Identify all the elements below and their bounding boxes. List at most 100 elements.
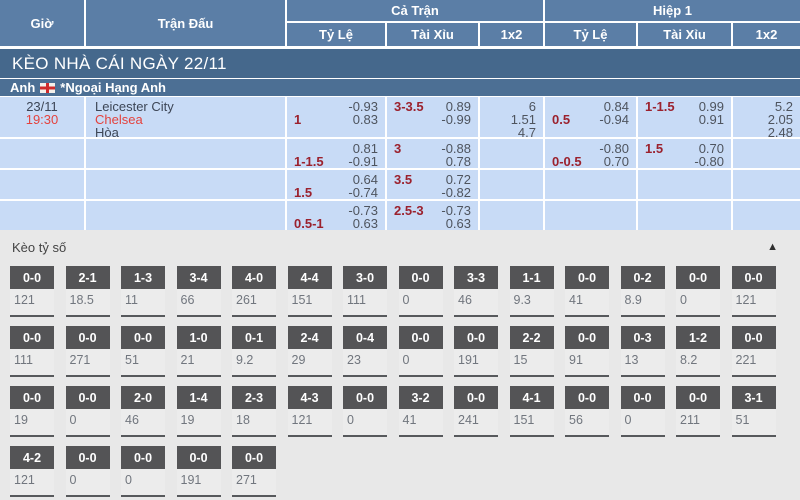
odds-value[interactable]: 0.83 — [352, 112, 378, 127]
score-odds-cell[interactable]: 0-0 111 — [10, 326, 54, 377]
odds-value[interactable]: 2.48 — [767, 125, 793, 137]
match-time-cell: 23/11 19:30 — [0, 97, 84, 137]
ft-handicap-cell[interactable]: 1 -0.93 0.83 — [287, 97, 385, 137]
ft-overunder-cell[interactable]: 3.5 0.72 -0.82 — [387, 170, 478, 199]
score-odds-cell[interactable]: 0-1 9.2 — [232, 326, 276, 377]
odds-value[interactable]: -0.93 — [348, 99, 378, 114]
h1-overunder-cell[interactable]: 1.5 0.70 -0.80 — [638, 139, 731, 168]
draw-label: Hòa — [95, 125, 119, 137]
score-odds-cell[interactable]: 3-3 46 — [454, 266, 498, 317]
score-odds-cell[interactable]: 0-0 0 — [398, 326, 443, 377]
odds-value[interactable]: 0.63 — [445, 216, 471, 230]
score-odds-cell[interactable]: 1-4 19 — [176, 386, 221, 437]
ft-handicap-cell[interactable]: 1-1.5 0.81 -0.91 — [287, 139, 385, 168]
ft-overunder-cell[interactable]: 3-3.5 0.89 -0.99 — [387, 97, 478, 137]
league-bar[interactable]: Anh *Ngoại Hạng Anh — [0, 79, 800, 96]
ft-1x2-cell[interactable]: 6 1.51 4.7 — [480, 97, 543, 137]
ft-overunder-cell[interactable]: 2.5-3 -0.73 0.63 — [387, 201, 478, 230]
collapse-arrow-icon[interactable]: ▲ — [767, 240, 778, 253]
odds-value[interactable]: 0.63 — [352, 216, 378, 230]
score-odds-cell[interactable]: 0-3 13 — [620, 326, 665, 377]
h1-1x2-cell[interactable]: 5.2 2.05 2.48 — [733, 97, 800, 137]
score-odds-cell[interactable]: 0-0 191 — [454, 326, 498, 377]
odds-value[interactable]: 5.2 — [774, 99, 793, 114]
h1-overunder-cell[interactable]: 1-1.5 0.99 0.91 — [638, 97, 731, 137]
odds-value[interactable]: -0.80 — [599, 141, 629, 156]
odds-value[interactable]: -0.80 — [694, 154, 724, 168]
score-odds-cell[interactable]: 0-4 23 — [343, 326, 387, 377]
score-odds-cell[interactable]: 3-2 41 — [398, 386, 443, 437]
score-odds-cell[interactable]: 4-3 121 — [287, 386, 332, 437]
odds-value[interactable]: 0.84 — [603, 99, 629, 114]
score-odds-cell[interactable]: 2-0 46 — [121, 386, 165, 437]
handicap-value: 0-0.5 — [552, 154, 582, 168]
score-odds-cell[interactable]: 3-1 51 — [731, 386, 776, 437]
score-odds-cell[interactable]: 0-0 191 — [176, 446, 221, 497]
h1-handicap-cell[interactable]: 0-0.5 -0.80 0.70 — [545, 139, 636, 168]
odds-value[interactable]: -0.74 — [348, 185, 378, 199]
score-odds-cell[interactable]: 2-4 29 — [287, 326, 332, 377]
ft-overunder-cell[interactable]: 3 -0.88 0.78 — [387, 139, 478, 168]
score-label: 3-4 — [176, 266, 221, 289]
odds-value[interactable]: 0.70 — [603, 154, 629, 168]
score-odds-cell[interactable]: 0-0 271 — [232, 446, 276, 497]
score-odds-cell[interactable]: 0-0 19 — [10, 386, 54, 437]
score-odds-cell[interactable]: 0-0 241 — [454, 386, 498, 437]
ft-handicap-cell[interactable]: 1.5 0.64 -0.74 — [287, 170, 385, 199]
score-label: 0-0 — [343, 386, 387, 409]
odds-value[interactable]: -0.99 — [441, 112, 471, 127]
score-odds-cell[interactable]: 1-2 8.2 — [676, 326, 720, 377]
odds-value[interactable]: 2.05 — [767, 112, 793, 127]
odds-value[interactable]: 0.78 — [445, 154, 471, 168]
score-odds-cell[interactable]: 4-4 151 — [287, 266, 332, 317]
score-odds-cell[interactable]: 0-0 0 — [121, 446, 165, 497]
score-odds-cell[interactable]: 4-2 121 — [10, 446, 54, 497]
odds-value[interactable]: 0.89 — [445, 99, 471, 114]
odds-value[interactable]: 0.99 — [698, 99, 724, 114]
odds-value[interactable]: -0.91 — [348, 154, 378, 168]
ft-handicap-cell[interactable]: 0.5-1 -0.73 0.63 — [287, 201, 385, 230]
score-odds-cell[interactable]: 0-0 0 — [65, 446, 110, 497]
odds-value[interactable]: 0.64 — [352, 172, 378, 187]
score-odds-cell[interactable]: 2-1 18.5 — [65, 266, 110, 317]
odds-value[interactable]: -0.82 — [441, 185, 471, 199]
odds-value[interactable]: -0.73 — [441, 203, 471, 218]
score-odds-cell[interactable]: 1-1 9.3 — [509, 266, 554, 317]
score-odds-cell[interactable]: 0-0 271 — [65, 326, 110, 377]
score-odds-cell[interactable]: 3-0 111 — [343, 266, 387, 317]
score-odds-cell[interactable]: 0-0 211 — [676, 386, 720, 437]
odds-value[interactable]: 4.7 — [517, 125, 536, 137]
score-odds-cell[interactable]: 0-0 0 — [676, 266, 720, 317]
score-odds-cell[interactable]: 1-0 21 — [176, 326, 221, 377]
h1-handicap-cell[interactable]: 0.5 0.84 -0.94 — [545, 97, 636, 137]
score-odds-cell[interactable]: 3-4 66 — [176, 266, 221, 317]
odds-value[interactable]: -0.88 — [441, 141, 471, 156]
score-odds-cell[interactable]: 4-1 151 — [509, 386, 554, 437]
score-odds-cell[interactable]: 2-3 18 — [232, 386, 276, 437]
odds-value[interactable]: -0.94 — [599, 112, 629, 127]
odds-value[interactable]: 0.81 — [352, 141, 378, 156]
h1-1x2-cell — [733, 201, 800, 230]
score-odds-cell[interactable]: 4-0 261 — [232, 266, 276, 317]
score-odds-cell[interactable]: 0-0 0 — [398, 266, 443, 317]
score-odds-cell[interactable]: 0-0 221 — [731, 326, 776, 377]
score-odds-cell[interactable]: 0-0 121 — [10, 266, 54, 317]
score-odds-cell[interactable]: 0-0 0 — [620, 386, 665, 437]
score-odds-cell[interactable]: 1-3 11 — [121, 266, 165, 317]
score-odds-cell[interactable]: 0-0 121 — [731, 266, 776, 317]
score-odds-cell[interactable]: 2-2 15 — [509, 326, 554, 377]
score-odds-cell[interactable]: 0-2 8.9 — [620, 266, 665, 317]
odds-value[interactable]: 1.51 — [510, 112, 536, 127]
score-odds-cell[interactable]: 0-0 41 — [565, 266, 609, 317]
score-odds-cell[interactable]: 0-0 91 — [565, 326, 609, 377]
score-odds-cell[interactable]: 0-0 0 — [343, 386, 387, 437]
score-odds-cell[interactable]: 0-0 56 — [565, 386, 609, 437]
odds-value[interactable]: -0.73 — [348, 203, 378, 218]
odds-value[interactable]: 0.70 — [698, 141, 724, 156]
score-odds-cell[interactable]: 0-0 0 — [65, 386, 110, 437]
score-odds-cell[interactable]: 0-0 51 — [121, 326, 165, 377]
odds-value[interactable]: 0.91 — [698, 112, 724, 127]
odds-value[interactable]: 0.72 — [445, 172, 471, 187]
odds-value[interactable]: 6 — [528, 99, 536, 114]
match-teams-cell[interactable]: Leicester City Chelsea Hòa — [86, 97, 285, 137]
